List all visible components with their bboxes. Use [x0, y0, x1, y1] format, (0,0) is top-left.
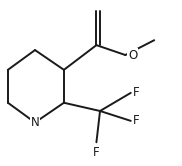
Text: N: N [31, 116, 39, 129]
Text: F: F [132, 114, 139, 127]
Text: O: O [128, 48, 137, 62]
Text: F: F [132, 86, 139, 99]
Text: F: F [93, 146, 100, 159]
